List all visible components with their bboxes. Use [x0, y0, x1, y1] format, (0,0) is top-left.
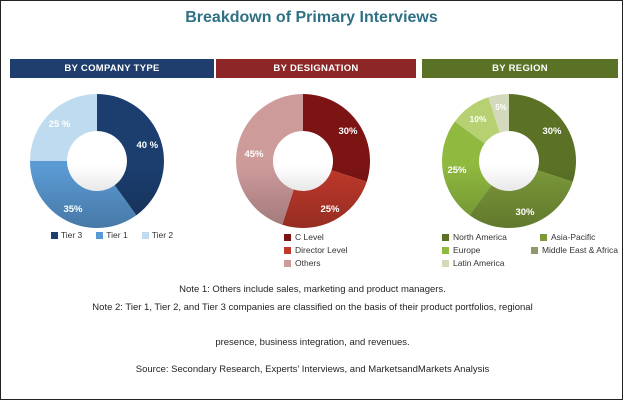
- svg-text:30%: 30%: [542, 126, 562, 137]
- svg-text:10%: 10%: [469, 114, 486, 124]
- svg-text:5%: 5%: [495, 103, 507, 112]
- svg-text:25%: 25%: [320, 204, 340, 215]
- svg-text:30%: 30%: [515, 207, 535, 218]
- svg-text:40 %: 40 %: [136, 140, 158, 151]
- svg-text:45%: 45%: [244, 149, 264, 160]
- svg-text:25 %: 25 %: [49, 119, 71, 130]
- svg-text:25%: 25%: [447, 165, 467, 176]
- svg-text:35%: 35%: [63, 204, 83, 215]
- svg-text:30%: 30%: [338, 126, 358, 137]
